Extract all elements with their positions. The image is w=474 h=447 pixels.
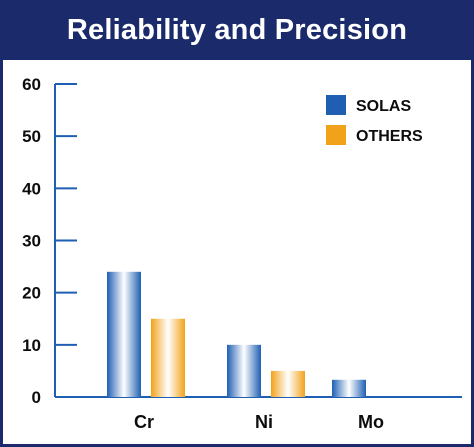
bar-others-ni	[271, 370, 305, 397]
x-category-label: Mo	[358, 412, 384, 432]
legend-label-others: OTHERS	[356, 128, 423, 145]
title-bar: Reliability and Precision	[3, 0, 471, 60]
y-tick-label: 20	[22, 284, 41, 303]
x-category-label: Ni	[255, 412, 273, 432]
y-tick-label: 0	[32, 388, 41, 407]
bar-solas-cr	[107, 271, 141, 397]
legend-swatch-solas	[326, 95, 346, 115]
bar-chart: 0 10 20 30 40 50 60 Cr Ni Mo SOLAS OTHERS	[22, 75, 462, 432]
bar-solas-mo	[332, 379, 366, 397]
bar-others-cr	[151, 318, 185, 397]
y-tick-label: 10	[22, 336, 41, 355]
y-tick-label: 60	[22, 75, 41, 94]
bar-solas-ni	[227, 344, 261, 397]
legend-label-solas: SOLAS	[356, 98, 411, 115]
y-tick-label: 50	[22, 127, 41, 146]
y-tick-label: 30	[22, 232, 41, 251]
chart-title: Reliability and Precision	[66, 13, 408, 46]
legend-swatch-others	[326, 125, 346, 145]
y-tick-label: 40	[22, 179, 41, 198]
x-category-label: Cr	[134, 412, 154, 432]
